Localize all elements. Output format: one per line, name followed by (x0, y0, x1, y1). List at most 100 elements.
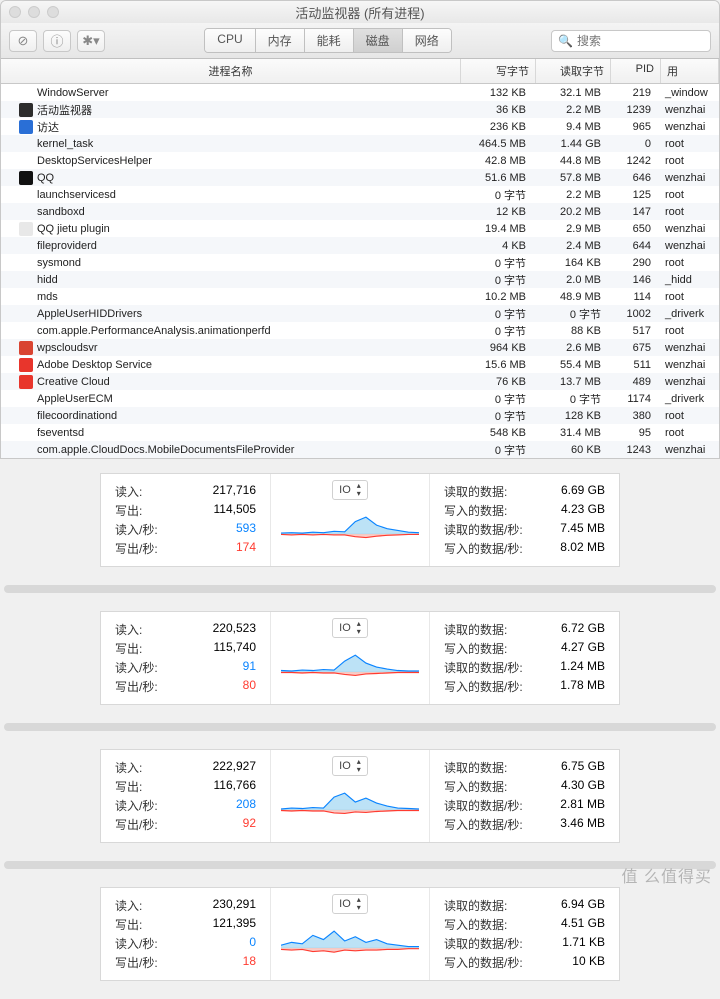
table-row[interactable]: mds 10.2 MB 48.9 MB 114 root (1, 288, 719, 305)
activity-monitor-window: 活动监视器 (所有进程) ⊘ ⓘ ✱▾ CPU内存能耗磁盘网络 🔍 进程名称 写… (0, 0, 720, 459)
cell-pid: 1002 (611, 308, 661, 320)
io-selector[interactable]: IO▴▾ (332, 618, 368, 638)
table-row[interactable]: 访达 236 KB 9.4 MB 965 wenzhai (1, 118, 719, 135)
search-field[interactable]: 🔍 (551, 30, 711, 52)
table-row[interactable]: wpscloudsvr 964 KB 2.6 MB 675 wenzhai (1, 339, 719, 356)
val-data-written-sec: 10 KB (572, 954, 605, 971)
val-data-read-sec: 2.81 MB (560, 797, 605, 814)
cell-user: wenzhai (661, 240, 719, 252)
table-row[interactable]: kernel_task 464.5 MB 1.44 GB 0 root (1, 135, 719, 152)
panel-separator (4, 723, 716, 731)
label-reads-sec: 读入/秒: (115, 935, 158, 952)
cell-read: 128 KB (536, 410, 611, 422)
cell-write: 548 KB (461, 427, 536, 439)
cell-write: 0 字节 (461, 187, 536, 203)
process-name: com.apple.CloudDocs.MobileDocumentsFileP… (37, 444, 294, 456)
panel-mid: IO▴▾ (271, 474, 429, 566)
io-selector[interactable]: IO▴▾ (332, 480, 368, 500)
process-name: hidd (37, 274, 58, 286)
label-writes: 写出: (115, 640, 142, 657)
table-row[interactable]: launchservicesd 0 字节 2.2 MB 125 root (1, 186, 719, 203)
cell-write: 19.4 MB (461, 223, 536, 235)
info-button[interactable]: ⓘ (43, 30, 71, 52)
cell-read: 2.6 MB (536, 342, 611, 354)
cell-user: _driverk (661, 308, 719, 320)
col-pid[interactable]: PID (611, 59, 661, 83)
cell-write: 132 KB (461, 87, 536, 99)
process-icon (19, 222, 33, 236)
cell-read: 57.8 MB (536, 172, 611, 184)
stop-process-button[interactable]: ⊘ (9, 30, 37, 52)
process-name: sysmond (37, 257, 81, 269)
gear-button[interactable]: ✱▾ (77, 30, 105, 52)
io-selector[interactable]: IO▴▾ (332, 756, 368, 776)
table-row[interactable]: com.apple.CloudDocs.MobileDocumentsFileP… (1, 441, 719, 458)
label-writes: 写出: (115, 502, 142, 519)
cell-pid: 517 (611, 325, 661, 337)
col-user[interactable]: 用 (661, 59, 719, 83)
table-row[interactable]: Adobe Desktop Service 15.6 MB 55.4 MB 51… (1, 356, 719, 373)
tab-能耗[interactable]: 能耗 (305, 29, 354, 52)
cell-pid: 219 (611, 87, 661, 99)
cell-user: root (661, 291, 719, 303)
label-reads-sec: 读入/秒: (115, 659, 158, 676)
table-row[interactable]: AppleUserHIDDrivers 0 字节 0 字节 1002 _driv… (1, 305, 719, 322)
tab-内存[interactable]: 内存 (256, 29, 305, 52)
table-row[interactable]: AppleUserECM 0 字节 0 字节 1174 _driverk (1, 390, 719, 407)
cell-read: 55.4 MB (536, 359, 611, 371)
tab-CPU[interactable]: CPU (205, 29, 255, 52)
table-row[interactable]: fileproviderd 4 KB 2.4 MB 644 wenzhai (1, 237, 719, 254)
val-data-read: 6.75 GB (561, 759, 605, 776)
process-name: launchservicesd (37, 189, 116, 201)
cell-write: 12 KB (461, 206, 536, 218)
cell-read: 2.2 MB (536, 189, 611, 201)
table-row[interactable]: sysmond 0 字节 164 KB 290 root (1, 254, 719, 271)
cell-read: 20.2 MB (536, 206, 611, 218)
cell-pid: 290 (611, 257, 661, 269)
val-writes: 114,505 (214, 502, 257, 519)
cell-user: wenzhai (661, 121, 719, 133)
val-data-written-sec: 8.02 MB (560, 540, 605, 557)
cell-pid: 1242 (611, 155, 661, 167)
cell-pid: 0 (611, 138, 661, 150)
cell-pid: 147 (611, 206, 661, 218)
table-row[interactable]: QQ jietu plugin 19.4 MB 2.9 MB 650 wenzh… (1, 220, 719, 237)
table-row[interactable]: QQ 51.6 MB 57.8 MB 646 wenzhai (1, 169, 719, 186)
table-row[interactable]: 活动监视器 36 KB 2.2 MB 1239 wenzhai (1, 101, 719, 118)
search-input[interactable] (577, 34, 720, 48)
table-row[interactable]: Creative Cloud 76 KB 13.7 MB 489 wenzhai (1, 373, 719, 390)
cell-read: 2.0 MB (536, 274, 611, 286)
table-row[interactable]: com.apple.PerformanceAnalysis.animationp… (1, 322, 719, 339)
cell-write: 0 字节 (461, 272, 536, 288)
tab-网络[interactable]: 网络 (403, 29, 451, 52)
process-icon (19, 103, 33, 117)
process-name: kernel_task (37, 138, 93, 150)
io-selector[interactable]: IO▴▾ (332, 894, 368, 914)
table-row[interactable]: WindowServer 132 KB 32.1 MB 219 _window (1, 84, 719, 101)
panel-mid: IO▴▾ (271, 888, 429, 980)
label-data-read: 读取的数据: (444, 621, 507, 638)
table-row[interactable]: sandboxd 12 KB 20.2 MB 147 root (1, 203, 719, 220)
table-row[interactable]: filecoordinationd 0 字节 128 KB 380 root (1, 407, 719, 424)
table-row[interactable]: hidd 0 字节 2.0 MB 146 _hidd (1, 271, 719, 288)
cell-user: root (661, 138, 719, 150)
col-write[interactable]: 写字节 (461, 59, 536, 83)
cell-read: 48.9 MB (536, 291, 611, 303)
cell-write: 464.5 MB (461, 138, 536, 150)
col-read[interactable]: 读取字节 (536, 59, 611, 83)
tab-segment: CPU内存能耗磁盘网络 (204, 28, 451, 53)
cell-user: wenzhai (661, 104, 719, 116)
table-row[interactable]: fseventsd 548 KB 31.4 MB 95 root (1, 424, 719, 441)
tab-磁盘[interactable]: 磁盘 (354, 29, 403, 52)
cell-pid: 965 (611, 121, 661, 133)
table-row[interactable]: DesktopServicesHelper 42.8 MB 44.8 MB 12… (1, 152, 719, 169)
panel-left: 读入:220,523 写出:115,740 读入/秒:91 写出/秒:80 (101, 612, 271, 704)
val-writes-sec: 80 (243, 678, 256, 695)
process-name: AppleUserECM (37, 393, 113, 405)
label-data-written: 写入的数据: (444, 502, 507, 519)
cell-pid: 489 (611, 376, 661, 388)
label-data-written-sec: 写入的数据/秒: (444, 678, 523, 695)
cell-user: root (661, 206, 719, 218)
col-name[interactable]: 进程名称 (1, 59, 461, 83)
cell-user: wenzhai (661, 342, 719, 354)
